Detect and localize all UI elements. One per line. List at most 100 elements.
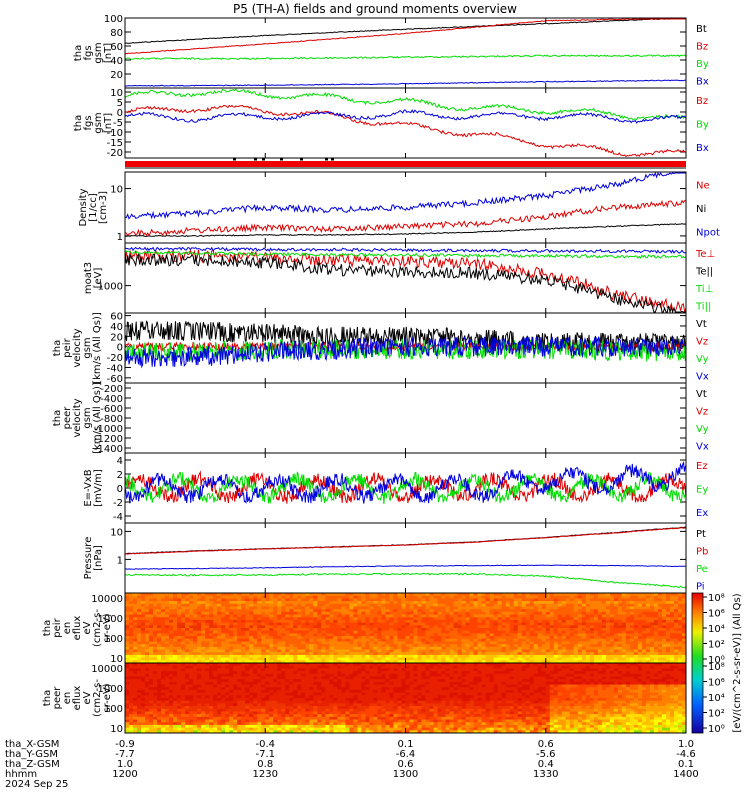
spectrogram-cell	[317, 595, 322, 599]
spectrogram-cell	[593, 603, 599, 607]
spectrogram-cell	[257, 628, 262, 632]
spectrogram-cell	[261, 657, 266, 661]
spectrogram-cell	[133, 708, 138, 712]
spectrogram-cell	[633, 609, 639, 613]
spectrogram-cell	[633, 646, 639, 650]
spectrogram-cell	[625, 601, 631, 605]
spectrogram-cell	[201, 722, 206, 726]
spectrogram-cell	[489, 625, 495, 629]
spectrogram-cell	[153, 708, 158, 712]
spectrogram-cell	[613, 636, 619, 640]
spectrogram-cell	[513, 614, 519, 618]
spectrogram-cell	[145, 663, 150, 667]
spectrogram-cell	[133, 687, 138, 691]
spectrogram-cell	[217, 630, 222, 634]
spectrogram-cell	[513, 601, 519, 605]
spectrogram-cell	[637, 630, 643, 634]
spectrogram-cell	[601, 652, 607, 656]
spectrogram-cell	[321, 652, 326, 656]
spectrogram-cell	[145, 601, 150, 605]
spectrogram-cell	[257, 692, 262, 696]
spectrogram-cell	[285, 681, 290, 685]
spectrogram-cell	[553, 649, 559, 653]
spectrogram-cell	[165, 724, 170, 729]
spectrogram-cell	[161, 698, 166, 702]
spectrogram-cell	[265, 625, 270, 629]
spectrogram-cell	[665, 660, 671, 664]
spectrogram-cell	[285, 711, 290, 715]
spectrogram-cell	[269, 706, 274, 710]
spectrogram-cell	[189, 595, 194, 599]
spectrogram-cell	[197, 601, 202, 605]
spectrogram-cell	[189, 646, 194, 650]
spectrogram-cell	[389, 638, 394, 642]
spectrogram-cell	[213, 703, 218, 707]
spectrogram-cell	[361, 628, 366, 632]
spectrogram-cell	[521, 601, 527, 605]
spectrogram-cell	[249, 722, 254, 726]
spectrogram-cell	[161, 611, 166, 615]
spectrogram-cell	[505, 638, 511, 642]
spectrogram-cell	[249, 601, 254, 605]
spectrogram-cell	[249, 719, 254, 723]
spectrogram-cell	[393, 611, 398, 615]
spectrogram-cell	[509, 606, 515, 610]
spectrogram-cell	[485, 622, 491, 626]
spectrogram-cell	[657, 611, 663, 615]
spectrogram-cell	[265, 724, 270, 729]
spectrogram-cell	[445, 641, 450, 645]
spectrogram-cell	[373, 609, 378, 613]
spectrogram-cell	[365, 646, 370, 650]
spectrogram-cell	[517, 644, 523, 648]
spectrogram-cell	[449, 606, 454, 610]
spectrogram-cell	[333, 660, 338, 664]
spectrogram-cell	[649, 622, 655, 626]
spectrogram-cell	[545, 649, 551, 653]
spectrogram-cell	[297, 611, 302, 615]
spectrogram-cell	[313, 628, 318, 632]
spectrogram-cell	[521, 595, 527, 599]
spectrogram-cell	[385, 598, 390, 602]
spectrogram-cell	[177, 730, 182, 734]
spectrogram-cell	[225, 684, 230, 688]
spectrogram-cell	[133, 630, 138, 634]
spectrogram-cell	[545, 644, 551, 648]
spectrogram-cell	[253, 625, 258, 629]
spectrogram-cell	[269, 649, 274, 653]
spectrogram-cell	[313, 622, 318, 626]
spectrogram-cell	[221, 703, 226, 707]
spectrogram-cell	[461, 595, 467, 599]
spectrogram-cell	[357, 657, 362, 661]
spectrogram-cell	[133, 619, 138, 624]
spectrogram-cell	[317, 628, 322, 632]
spectrogram-cell	[137, 593, 142, 597]
spectrogram-cell	[361, 619, 366, 624]
spectrogram-cell	[149, 646, 154, 650]
spectrogram-cell	[221, 649, 226, 653]
spectrogram-cell	[653, 622, 659, 626]
spectrogram-cell	[337, 633, 342, 637]
spectrogram-cell	[329, 630, 334, 634]
spectrogram-cell	[349, 636, 354, 640]
spectrogram-cell	[237, 641, 242, 645]
spectrogram-cell	[405, 598, 410, 602]
spectrogram-cell	[221, 628, 226, 632]
spectrogram-cell	[537, 649, 543, 653]
spectrogram-cell	[353, 595, 358, 599]
spectrogram-cell	[197, 703, 202, 707]
spectrogram-cell	[241, 630, 246, 634]
spectrogram-cell	[505, 606, 511, 610]
spectrogram-cell	[577, 611, 583, 615]
spectrogram-cell	[245, 668, 250, 672]
spectrogram-cell	[201, 716, 206, 720]
spectrogram-cell	[165, 646, 170, 650]
spectrogram-cell	[533, 622, 539, 626]
spectrogram-cell	[349, 660, 354, 664]
spectrogram-cell	[549, 622, 555, 626]
spectrogram-cell	[345, 603, 350, 607]
spectrogram-cell	[189, 601, 194, 605]
spectrogram-cell	[445, 622, 450, 626]
spectrogram-cell	[281, 676, 286, 680]
spectrogram-cell	[609, 641, 615, 645]
spectrogram-cell	[217, 598, 222, 602]
